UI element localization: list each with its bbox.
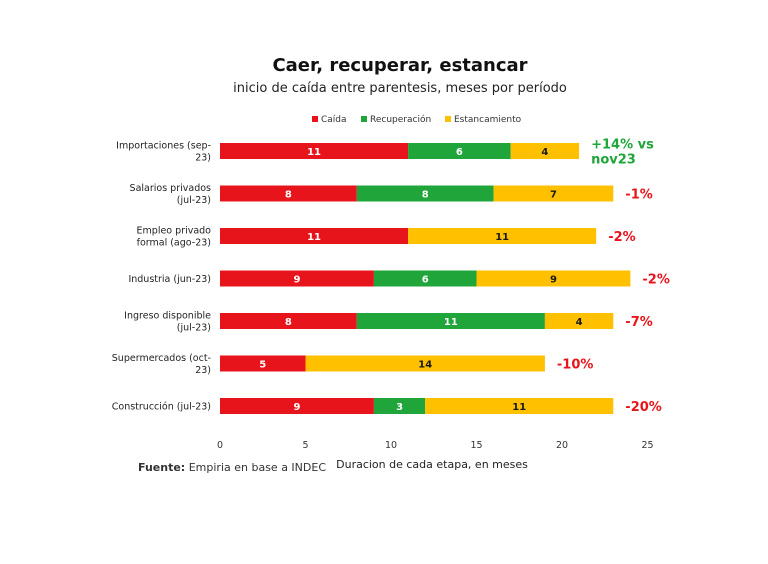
change-annotation: -2% <box>642 273 669 288</box>
data-label: 11 <box>512 402 526 413</box>
data-label: 11 <box>307 232 321 243</box>
bar-segment <box>408 143 511 159</box>
category-label: Construcción (jul-23) <box>112 402 211 413</box>
x-tick-label: 10 <box>385 440 397 451</box>
annotations: +14% vs nov23 -1% -2% -2% -7% -10% -20% <box>557 138 670 416</box>
data-label: 5 <box>259 360 266 371</box>
category-label: Industria (jun-23) <box>128 274 211 285</box>
data-label: 9 <box>293 402 300 413</box>
bars: 11 6 4 8 8 7 11 11 9 6 9 8 11 4 5 14 9 3 11 <box>220 143 631 414</box>
change-annotation: -10% <box>557 358 594 373</box>
data-label: 11 <box>444 317 458 328</box>
change-annotation: -7% <box>625 315 652 330</box>
x-tick-label: 0 <box>217 440 223 451</box>
data-label: 11 <box>495 232 509 243</box>
bar-segment <box>493 185 614 202</box>
change-annotation: -20% <box>625 400 662 415</box>
x-tick-label: 15 <box>470 440 482 451</box>
bar-segment <box>476 270 631 287</box>
x-axis-label: Duracion de cada etapa, en meses <box>336 458 528 471</box>
category-label: Salarios privados (jul-23) <box>130 183 212 206</box>
x-tick-label: 20 <box>556 440 568 451</box>
source-note: Fuente: Empiria en base a INDEC <box>138 461 326 474</box>
x-axis-ticks: 0 5 10 15 20 25 <box>217 440 654 451</box>
bar-segment <box>220 185 357 202</box>
data-label: 4 <box>576 317 583 328</box>
chart-title: Caer, recuperar, estancar <box>272 55 527 76</box>
legend-swatch <box>445 116 451 122</box>
source-text: Empiria en base a INDEC <box>185 461 326 474</box>
bar-segment <box>544 313 614 329</box>
x-tick-label: 25 <box>641 440 653 451</box>
data-label: 6 <box>422 275 429 286</box>
x-tick-label: 5 <box>302 440 308 451</box>
legend-label: Estancamiento <box>454 115 522 125</box>
bar-segment <box>356 185 494 202</box>
change-annotation: +14% vs nov23 <box>591 138 654 168</box>
legend-item: Recuperación <box>361 114 431 125</box>
bar-segment <box>220 228 409 244</box>
legend-label: Recuperación <box>370 114 431 125</box>
category-label: Supermercados (oct-23) <box>112 353 211 376</box>
bar-segment <box>425 398 614 414</box>
chart-subtitle: inicio de caída entre parentesis, meses … <box>233 81 567 96</box>
data-label: 8 <box>285 317 292 328</box>
data-label: 14 <box>418 360 432 371</box>
change-annotation: -2% <box>608 230 635 245</box>
bar-segment <box>356 313 545 329</box>
legend: Caída Recuperación Estancamiento <box>312 114 522 125</box>
bar-segment <box>220 355 306 372</box>
legend-swatch <box>361 116 367 122</box>
legend-label: Caída <box>321 115 347 125</box>
data-label: 8 <box>422 190 429 201</box>
data-label: 3 <box>396 402 403 413</box>
data-label: 6 <box>456 147 463 158</box>
bar-segment <box>220 313 357 329</box>
data-label: 9 <box>550 275 557 286</box>
legend-swatch <box>312 116 318 122</box>
bar-segment <box>220 143 409 159</box>
category-label: Importaciones (sep-23) <box>116 141 211 164</box>
bar-segment <box>220 398 374 414</box>
data-label: 11 <box>307 147 321 158</box>
source-label: Fuente: <box>138 461 185 474</box>
category-label: Ingreso disponible (jul-23) <box>124 311 211 334</box>
data-label: 9 <box>293 275 300 286</box>
bar-segment <box>373 270 477 287</box>
bar-segment <box>408 228 597 244</box>
data-label: 8 <box>285 190 292 201</box>
data-label: 4 <box>541 147 548 158</box>
bar-segment <box>220 270 374 287</box>
bar-segment <box>373 398 426 414</box>
legend-item: Estancamiento <box>445 115 522 125</box>
bar-segment <box>305 355 545 372</box>
change-annotation: -1% <box>625 188 652 203</box>
data-label: 7 <box>550 190 557 201</box>
legend-item: Caída <box>312 115 347 125</box>
category-label: Empleo privado formal (ago-23) <box>137 226 212 249</box>
bar-segment <box>510 143 580 159</box>
category-labels: Importaciones (sep-23) Salarios privados(… <box>112 141 211 413</box>
